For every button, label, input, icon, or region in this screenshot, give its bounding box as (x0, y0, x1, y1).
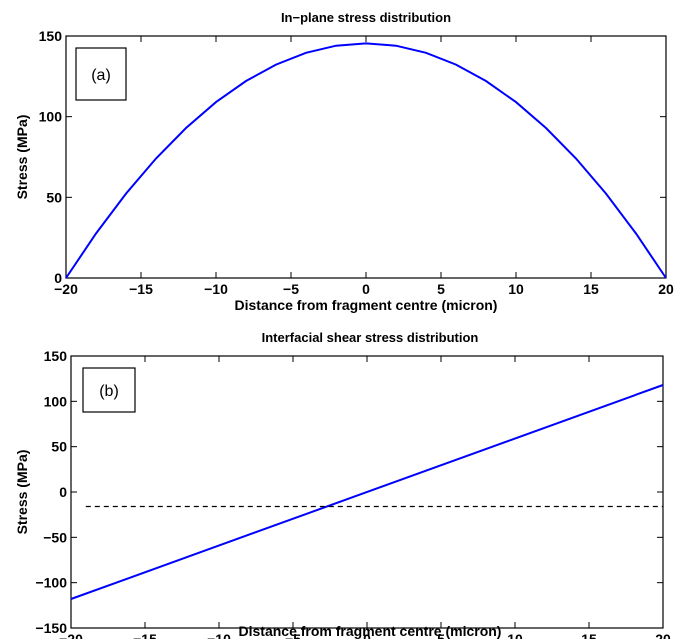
panel-b-xlabel: Distance from fragment centre (micron) (239, 623, 502, 639)
panel-a-xtick-label: −15 (129, 281, 153, 297)
panel-b-xtick-label: −15 (133, 631, 157, 639)
panel-b-ytick-label: 150 (44, 348, 68, 364)
panel-b-ytick-label: −50 (43, 529, 67, 545)
panel-b-ylabel: Stress (MPa) (14, 450, 30, 535)
panel-b-ytick-label: 100 (44, 393, 68, 409)
panel-b-xtick-label: 10 (507, 631, 523, 639)
panel-b-xtick-label: 20 (655, 631, 671, 639)
panel-a-ytick-label: 150 (39, 28, 63, 44)
panel-b-xtick-label: −10 (207, 631, 231, 639)
panel-b-label-box (82, 367, 136, 413)
panel-b-ytick-label: 0 (59, 484, 67, 500)
panel-a-xtick-label: 0 (362, 281, 370, 297)
panel-a-ytick-label: 0 (54, 270, 62, 286)
panel-a-xtick-label: −10 (204, 281, 228, 297)
panel-a-plot-frame (65, 35, 667, 279)
panel-a-stress-curve (65, 42, 667, 279)
panel-a-title: In−plane stress distribution (281, 10, 451, 25)
panel-b-chart: Interfacial shear stress distribution −2… (14, 330, 671, 639)
panel-a-ylabel: Stress (MPa) (14, 115, 30, 200)
panel-a-xtick-label: −5 (283, 281, 299, 297)
panel-b-xtick-label: 15 (581, 631, 597, 639)
panel-a-label-box (75, 47, 127, 101)
panel-b-series (70, 384, 664, 600)
panel-b-title: Interfacial shear stress distribution (262, 330, 479, 345)
panel-a-xtick-label: 5 (437, 281, 445, 297)
panel-a-label: (a) (91, 67, 111, 84)
panel-b-xtick-label: −5 (285, 631, 301, 639)
panel-a-xlabel: Distance from fragment centre (micron) (235, 297, 498, 313)
panel-b-stress-curve (70, 384, 664, 600)
panel-b-ytick-label: −150 (35, 620, 67, 636)
panel-b-ytick-label: −100 (35, 575, 67, 591)
panel-a-ticks: −20 −15 −10 −5 0 5 10 15 20 0 50 100 150 (39, 28, 674, 297)
panel-b-xtick-label: −20 (59, 631, 83, 639)
panel-b-xtick-label: 5 (437, 631, 445, 639)
panel-a-xtick-label: 10 (508, 281, 524, 297)
panel-a-xtick-label: 15 (583, 281, 599, 297)
panel-a-chart: In−plane stress distribution −20 −15 −10 −5… (14, 10, 674, 313)
panel-b-ytick-label: 50 (51, 439, 67, 455)
panel-a-ytick-label: 100 (39, 109, 63, 125)
panel-b-xtick-label: 0 (363, 631, 371, 639)
panel-a-xtick-label: −20 (54, 281, 78, 297)
panel-a-series (65, 42, 667, 279)
panel-a-xtick-label: 20 (658, 281, 674, 297)
panel-b-label: (b) (99, 383, 119, 400)
panel-a-ytick-label: 50 (46, 189, 62, 205)
